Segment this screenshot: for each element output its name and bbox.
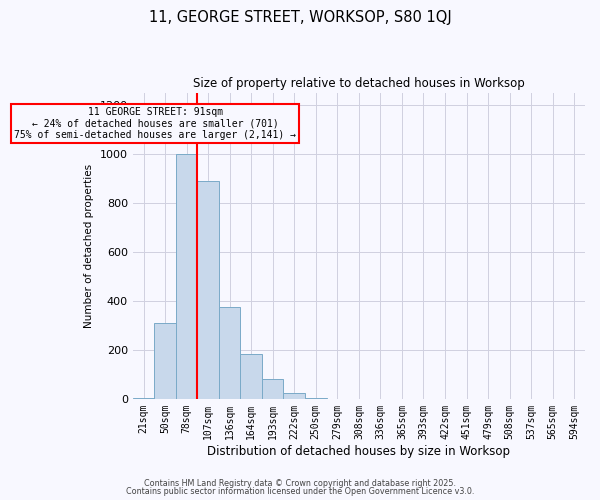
X-axis label: Distribution of detached houses by size in Worksop: Distribution of detached houses by size … (208, 444, 511, 458)
Bar (283, 394, 305, 399)
Text: Contains public sector information licensed under the Open Government Licence v3: Contains public sector information licen… (126, 487, 474, 496)
Bar (133, 398, 154, 399)
Bar (305, 398, 326, 399)
Text: 11 GEORGE STREET: 91sqm
← 24% of detached houses are smaller (701)
75% of semi-d: 11 GEORGE STREET: 91sqm ← 24% of detache… (14, 106, 296, 140)
Title: Size of property relative to detached houses in Worksop: Size of property relative to detached ho… (193, 78, 525, 90)
Text: 11, GEORGE STREET, WORKSOP, S80 1QJ: 11, GEORGE STREET, WORKSOP, S80 1QJ (149, 10, 451, 25)
Text: Contains HM Land Registry data © Crown copyright and database right 2025.: Contains HM Land Registry data © Crown c… (144, 478, 456, 488)
Bar (262, 380, 283, 399)
Bar (241, 354, 262, 399)
Bar (176, 154, 197, 399)
Bar (154, 323, 176, 399)
Y-axis label: Number of detached properties: Number of detached properties (84, 164, 94, 328)
Bar (197, 181, 219, 399)
Bar (219, 307, 241, 399)
